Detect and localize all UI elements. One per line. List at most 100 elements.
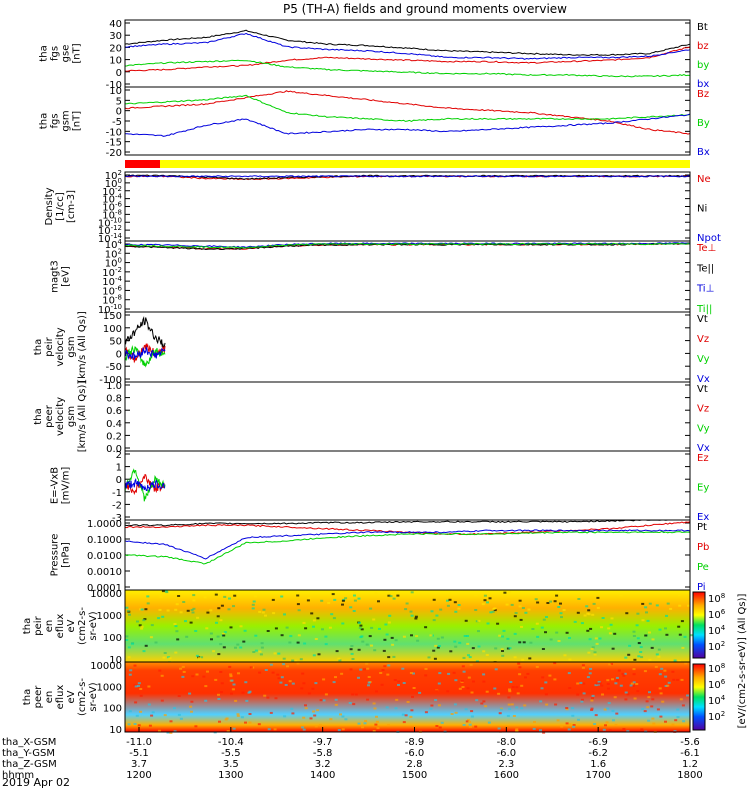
panel-7: E=-VxB[mV/m] 2 10 -1-2 -3 Ez Ey Ex (50, 450, 710, 524)
panel-1-ytick: -10 (106, 80, 122, 91)
panel-1-ytick: 20 (109, 43, 122, 54)
panel-9-ytick: 1000 (97, 611, 122, 622)
xaxis-tick-label: -5.5 (221, 748, 241, 759)
legend-2-2: Bx (697, 147, 710, 158)
legend-4-2: Ti⊥ (696, 284, 714, 295)
panel-3-ylabel: Density[1/cc][cm-3] (44, 187, 77, 225)
series-5-3 (125, 345, 166, 360)
xaxis-tick-label: 1.2 (682, 759, 698, 770)
colorbar-bottom (692, 663, 706, 731)
xaxis-tick-label: -6.2 (588, 748, 608, 759)
panel-8-ytick: 0.1000 (87, 535, 122, 546)
series-2-0 (124, 90, 691, 135)
spectrogram-9 (125, 590, 690, 662)
colorbar-label: [eV/(cm2-s-sr-eV)] (All Qs)] (737, 593, 748, 728)
xaxis-tick-label: -8.0 (497, 737, 517, 748)
legend-8-1: Pb (697, 542, 709, 553)
panel-7-frame (124, 450, 691, 521)
legend-6-0: Vt (697, 384, 708, 395)
xaxis-tick-label: 1600 (494, 770, 519, 781)
xaxis-tick-label: 3.2 (315, 759, 331, 770)
xaxis-row-label: hhmm (2, 770, 34, 781)
panel-9-ylabel: thapeirenefluxeV(cm2-s-sr-eV) (22, 607, 99, 645)
panel-8-ytick: 0.0001 (87, 583, 122, 594)
panels-group: thafgsgse[nT]403020100-10Btbzbybxthafgsg… (22, 19, 748, 736)
panel-3-frame (124, 171, 691, 242)
panel-10-ytick: 100 (103, 704, 122, 715)
series-4-1 (124, 242, 690, 251)
panel-6-ytick: 0.6 (106, 406, 122, 417)
series-8-0 (124, 519, 690, 527)
panel-7-ylabel: E=-VxB[mV/m] (50, 467, 72, 505)
panel-8-ytick: 1.0000 (87, 519, 122, 530)
panel-7-ytick: 0 (116, 475, 122, 486)
legend-3-2: Npot (697, 233, 721, 244)
series-1-0 (124, 29, 691, 56)
panel-1-ylabel: thafgsgse[nT] (39, 43, 83, 63)
panel-5-ytick: 0 (116, 349, 122, 360)
legend-6-1: Vz (697, 404, 709, 415)
legend-1-1: bz (697, 41, 709, 52)
panel-5-ytick: 100 (103, 324, 122, 335)
panel-1-ytick: 30 (109, 31, 122, 42)
xaxis-tick-label: -6.1 (680, 748, 700, 759)
legend-7-1: Ey (697, 483, 709, 494)
xaxis-row-label: tha_Z-GSM (2, 759, 57, 770)
panel-9-ytick: 10 (109, 655, 122, 666)
series-5-0 (124, 316, 166, 349)
panel-3: Density[1/cc][cm-3]10210010-210-410-610-… (44, 169, 721, 245)
panel-7-ytick: 1 (116, 463, 122, 474)
legend-2-0: Bz (697, 89, 709, 100)
xaxis-row-label: tha_X-GSM (2, 737, 56, 748)
spectrogram-10 (125, 662, 690, 732)
panel-10: thapeerenefluxeV(cm2-s-sr-eV) 10000 1000 10… (22, 661, 691, 736)
legend-5-3: Vx (697, 374, 710, 385)
xaxis-tick-label: 3.5 (223, 759, 239, 770)
xaxis-row-label: tha_Y-GSM (2, 748, 55, 759)
panel-6-ytick: 0.0 (106, 444, 122, 455)
xaxis-tick-label: -5.1 (129, 748, 149, 759)
colorbar-tick: 106 (708, 608, 726, 621)
legend-6-2: Vy (697, 423, 710, 434)
panel-9-ytick: 10000 (90, 589, 122, 600)
legend-4-1: Te|| (696, 263, 714, 274)
legend-7-2: Ex (697, 512, 709, 523)
xaxis-tick-label: -11.0 (126, 737, 152, 748)
panel-10-ytick: 1000 (97, 682, 122, 693)
series-2-2 (125, 113, 691, 137)
panel-5-ylabel: thapeirvelocitygsm[km/s (All Qs)] (33, 311, 88, 383)
panel-2-ytick: -10 (106, 127, 122, 138)
panel-2-ytick: 0 (116, 107, 122, 118)
xaxis-tick-label: 1500 (402, 770, 427, 781)
xaxis-tick-label: -5.8 (313, 748, 333, 759)
panel-4: magt3[eV]10410210010-210-410-610-810-10T… (50, 238, 717, 316)
panel-5-ytick: -100 (99, 375, 122, 386)
xaxis-tick-label: -10.4 (218, 737, 244, 748)
series-1-1 (124, 46, 691, 72)
panel-9-ytick: 100 (103, 633, 122, 644)
legend-4-3: Ti|| (696, 304, 712, 315)
colorbar-tick: 108 (708, 662, 725, 675)
panel-6-ytick: 0.2 (106, 431, 122, 442)
date-label: 2019 Apr 02 (2, 776, 70, 789)
series-4-3 (124, 242, 691, 249)
series-2-1 (124, 94, 691, 122)
legend-5-2: Vy (697, 354, 710, 365)
legend-6-3: Vx (697, 443, 710, 454)
mode-bar-red (125, 160, 160, 168)
colorbar-tick: 104 (708, 624, 726, 637)
panel-10-frame (124, 661, 691, 733)
xaxis-tick-label: 1400 (310, 770, 335, 781)
legend-8-3: Pi (697, 582, 706, 593)
panel-10-ytick: 10000 (90, 661, 122, 672)
series-7-0 (125, 473, 166, 496)
panel-5-frame (124, 311, 691, 383)
xaxis-tick-label: 1700 (585, 770, 610, 781)
panel-5-ytick: -50 (106, 362, 122, 373)
series-5-2 (124, 344, 166, 368)
legend-2-1: By (697, 118, 710, 129)
xaxis-tick-label: 1800 (677, 770, 702, 781)
panel-2-ytick: 5 (116, 96, 122, 107)
